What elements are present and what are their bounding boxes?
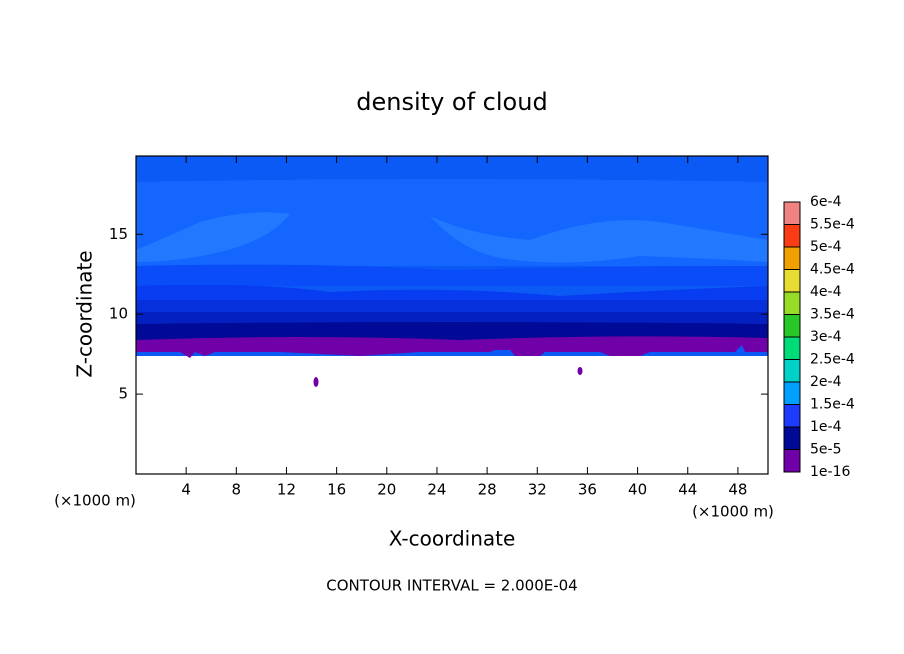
x-tick-label: 20 <box>377 481 396 499</box>
chart-title: density of cloud <box>356 88 547 116</box>
contour-field <box>136 156 768 387</box>
colorbar-label: 3.5e-4 <box>810 307 855 323</box>
colorbar-box <box>783 314 801 338</box>
x-tick-label: 40 <box>628 481 647 499</box>
x-axis-label: X-coordinate <box>389 527 516 551</box>
colorbar-label: 6e-4 <box>810 194 842 210</box>
colorbar-box <box>783 269 801 293</box>
x-unit-label: (×1000 m) <box>54 492 136 510</box>
x-tick-label: 36 <box>578 481 597 499</box>
colorbar-box <box>783 224 801 248</box>
colorbar-box <box>783 336 801 360</box>
colorbar-box <box>783 291 801 315</box>
contour-band <box>136 212 290 262</box>
colorbar-box <box>783 449 801 473</box>
colorbar-label: 2e-4 <box>810 374 842 390</box>
x-tick-label: 44 <box>678 481 697 499</box>
y-tick-label: 15 <box>109 225 128 243</box>
x-tick-label: 24 <box>427 481 446 499</box>
contour-interval: CONTOUR INTERVAL = 2.000E-04 <box>326 577 577 595</box>
x-tick-label: 8 <box>232 481 242 499</box>
colorbar-label: 1e-16 <box>810 464 850 480</box>
colorbar-label: 2.5e-4 <box>810 352 855 368</box>
contour-band <box>430 216 768 263</box>
colorbar-label: 3e-4 <box>810 329 842 345</box>
x-tick-label: 16 <box>327 481 346 499</box>
contour-band <box>577 367 583 375</box>
x-tick-label: 48 <box>728 481 747 499</box>
x-tick-label: 4 <box>181 481 191 499</box>
x-tick-label: 28 <box>478 481 497 499</box>
contour-band <box>136 312 768 324</box>
colorbar-label: 5e-5 <box>810 442 841 458</box>
y-axis-label: Z-coordinate <box>73 250 97 377</box>
contour-band <box>136 336 768 358</box>
colorbar-box <box>783 404 801 428</box>
contour-band <box>136 264 768 286</box>
x-unit-label: (×1000 m) <box>692 503 774 521</box>
x-tick-label: 12 <box>277 481 296 499</box>
contour-band <box>136 300 768 312</box>
colorbar-box <box>783 359 801 383</box>
y-tick-label: 5 <box>118 385 128 403</box>
contour-band <box>136 284 768 300</box>
x-tick-label: 32 <box>528 481 547 499</box>
y-tick-label: 10 <box>109 305 128 323</box>
colorbar-box <box>783 381 801 405</box>
colorbar-box <box>783 426 801 450</box>
colorbar-label: 1.5e-4 <box>810 397 855 413</box>
colorbar-label: 4e-4 <box>810 284 842 300</box>
plot-frame <box>135 155 769 475</box>
colorbar-box <box>783 246 801 270</box>
colorbar-box <box>783 201 801 225</box>
contour-band <box>136 322 768 340</box>
colorbar-label: 1e-4 <box>810 419 842 435</box>
colorbar-label: 4.5e-4 <box>810 262 855 278</box>
colorbar-label: 5.5e-4 <box>810 217 855 233</box>
colorbar-label: 5e-4 <box>810 239 842 255</box>
contour-band <box>313 377 319 387</box>
